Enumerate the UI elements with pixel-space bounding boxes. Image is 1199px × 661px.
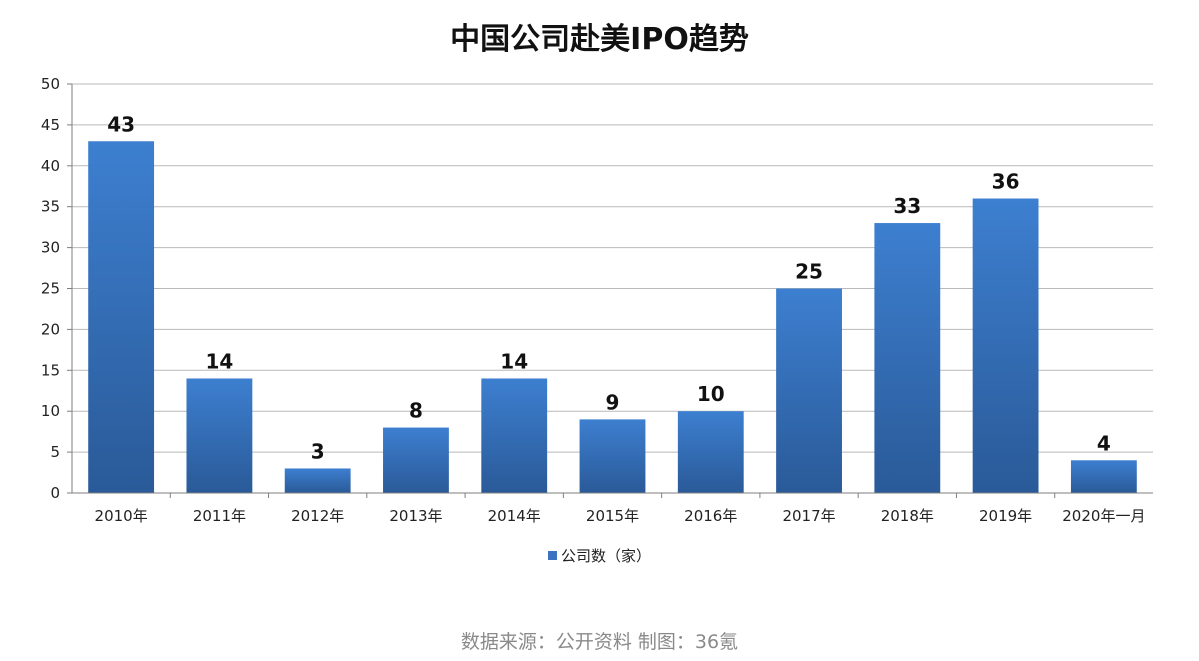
- data-label: 14: [500, 349, 528, 373]
- x-tick-label: 2015年: [586, 507, 639, 525]
- data-label: 14: [205, 349, 233, 373]
- y-tick-label: 50: [41, 75, 60, 93]
- x-tick-label: 2019年: [979, 507, 1032, 525]
- x-tick-label: 2014年: [488, 507, 541, 525]
- bar: [383, 427, 449, 493]
- x-tick-label: 2016年: [684, 507, 737, 525]
- bar: [972, 198, 1039, 493]
- bars: [88, 141, 1137, 493]
- legend-label: 公司数（家）: [560, 547, 651, 565]
- x-tick-label: 2013年: [389, 507, 442, 525]
- bar: [579, 419, 646, 493]
- legend-swatch: [547, 551, 557, 560]
- data-label: 10: [697, 382, 725, 406]
- axes: [71, 84, 1153, 494]
- data-label: 4: [1097, 431, 1111, 455]
- bar: [284, 468, 351, 493]
- chart-title: 中国公司赴美IPO趋势: [450, 22, 749, 57]
- bar: [874, 223, 941, 493]
- y-tick-label: 5: [50, 443, 60, 461]
- bar: [1070, 460, 1137, 493]
- x-axis-ticks: 2010年 2011年 2012年 2013年 2014年 2015年 2016年 2017年…: [95, 493, 1145, 525]
- x-tick-label: 2017年: [782, 507, 835, 525]
- y-axis-ticks: 0 5 10 15 20 25 30 35 40 45 50: [41, 75, 72, 502]
- data-labels: 43 14 3 8 14 9 10 25 33 36 4: [107, 112, 1111, 463]
- bar: [481, 378, 548, 493]
- y-tick-label: 25: [41, 280, 60, 298]
- bar: [88, 141, 155, 493]
- x-tick-label: 2011年: [193, 507, 246, 525]
- data-label: 43: [107, 112, 135, 136]
- y-tick-label: 0: [50, 484, 60, 502]
- x-tick-label: 2018年: [881, 507, 934, 525]
- x-tick-label: 2012年: [291, 507, 344, 525]
- y-tick-label: 35: [41, 198, 60, 216]
- x-tick-label: 2010年: [95, 507, 148, 525]
- y-tick-label: 20: [41, 320, 60, 338]
- data-label: 36: [992, 170, 1020, 194]
- data-label: 33: [893, 194, 921, 218]
- y-tick-label: 15: [41, 361, 60, 379]
- data-label: 3: [311, 439, 325, 463]
- source-note: 数据来源：公开资料 制图：36氪: [460, 631, 739, 653]
- bar: [186, 378, 253, 493]
- y-tick-label: 10: [41, 402, 60, 420]
- y-tick-label: 30: [41, 239, 60, 257]
- y-tick-label: 45: [41, 116, 60, 134]
- legend: 公司数（家）: [0, 545, 1199, 566]
- bar: [677, 411, 744, 493]
- data-label: 9: [606, 390, 620, 414]
- x-tick-label: 2020年一月: [1062, 507, 1145, 525]
- y-tick-label: 40: [41, 157, 60, 175]
- bar: [776, 288, 842, 493]
- data-label: 8: [409, 399, 423, 423]
- data-label: 25: [795, 260, 823, 284]
